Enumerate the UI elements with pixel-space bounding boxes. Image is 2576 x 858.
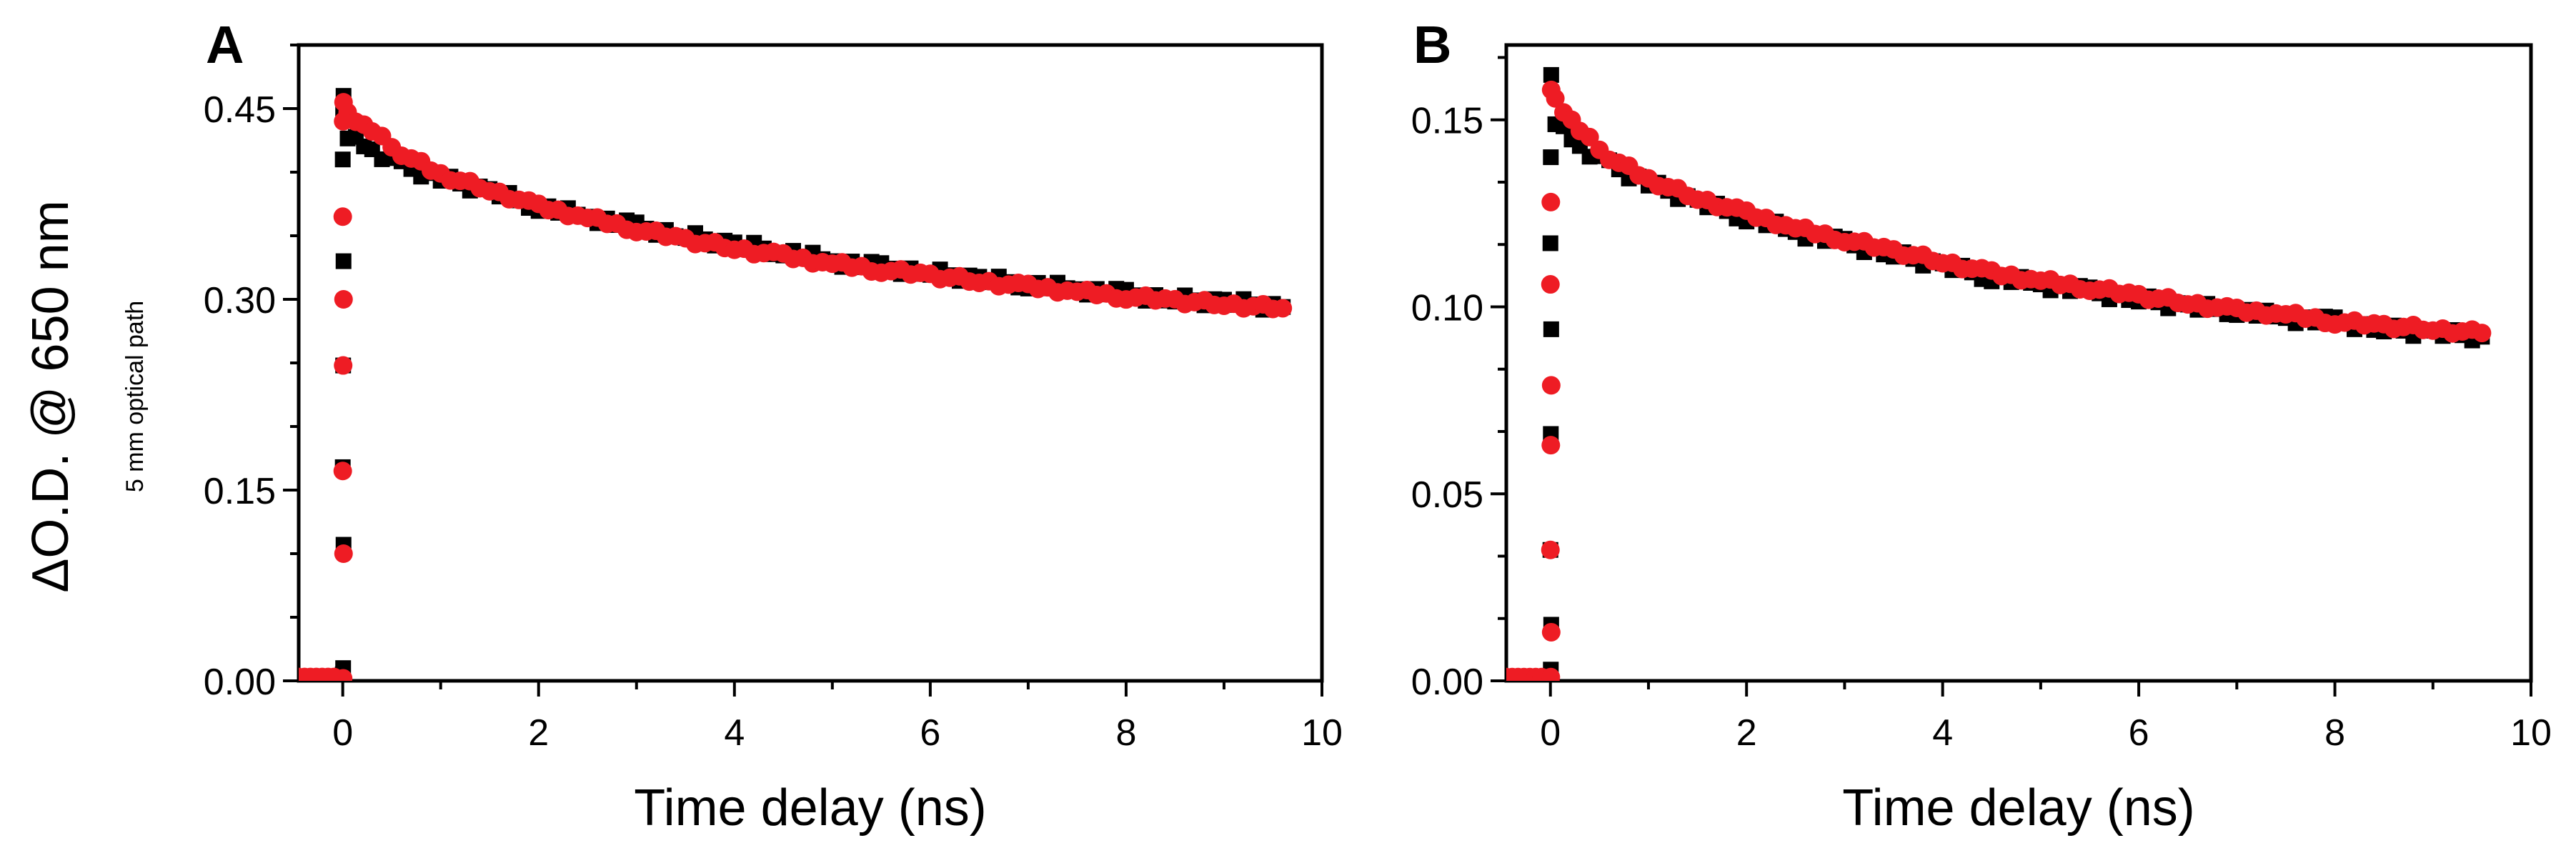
data-point-red [2472, 324, 2492, 343]
panel-b-y-tick-label: 0.05 [1411, 474, 1483, 516]
data-point-red [334, 356, 353, 375]
panel-b-x-tick-label: 2 [1736, 712, 1757, 754]
panel-a-x-tick-label: 4 [724, 712, 745, 754]
data-point-black [1542, 235, 1558, 251]
data-point-red [1541, 622, 1561, 642]
panel-a-data-points [299, 88, 1293, 681]
panel-a-x-tick-label: 2 [528, 712, 549, 754]
data-point-red [1541, 376, 1561, 395]
panel-b-x-tick-label: 8 [2324, 712, 2345, 754]
panel-a: A 0 2 4 6 8 10 0.00 0.15 0.30 0.45 Time … [204, 15, 1343, 837]
panel-label-a: A [206, 15, 244, 74]
panel-a-x-axis-title: Time delay (ns) [634, 779, 986, 837]
data-point-red [333, 462, 352, 481]
data-point-red [1541, 667, 1561, 681]
data-point-red [1541, 192, 1561, 211]
data-point-red [1541, 540, 1560, 559]
y-axis-title-group: ΔO.D. @ 650 nm [22, 200, 79, 592]
panel-a-y-tick-label: 0.00 [204, 662, 276, 703]
panel-b-x-tick-labels: 0 2 4 6 8 10 [1540, 712, 2552, 754]
data-point-red [1273, 299, 1293, 318]
data-point-black [1543, 321, 1559, 337]
data-point-black [1543, 149, 1559, 166]
panel-a-x-tick-label: 6 [920, 712, 940, 754]
data-point-red [1546, 89, 1565, 108]
panel-b-x-axis-title: Time delay (ns) [1842, 779, 2194, 837]
data-point-black [335, 253, 352, 269]
panel-b-x-tick-label: 4 [1932, 712, 1953, 754]
panel-a-y-tick-label: 0.30 [204, 280, 276, 321]
data-point-red [1580, 127, 1599, 146]
panel-b-x-tick-label: 6 [2129, 712, 2149, 754]
panel-b-y-tick-label: 0.10 [1411, 287, 1483, 329]
panel-a-x-tick-labels: 0 2 4 6 8 10 [332, 712, 1343, 754]
panel-a-x-tick-label: 0 [332, 712, 353, 754]
panel-a-y-tick-labels: 0.00 0.15 0.30 0.45 [204, 89, 276, 703]
panel-b-data-points [1506, 66, 2492, 681]
panel-b-x-tick-label: 0 [1540, 712, 1561, 754]
panel-b-y-tick-labels: 0.00 0.05 0.10 0.15 [1411, 101, 1483, 703]
panel-b-y-tick-label: 0.00 [1411, 662, 1483, 703]
panel-b-x-tick-label: 10 [2510, 712, 2552, 754]
y-axis-subtitle: 5 mm optical path [121, 301, 149, 492]
panel-a-y-tick-label: 0.45 [204, 89, 276, 131]
panel-a-x-tick-label: 10 [1301, 712, 1343, 754]
panel-a-x-tick-label: 8 [1115, 712, 1136, 754]
data-point-red [1541, 275, 1560, 294]
y-axis-subtitle-group: 5 mm optical path [121, 301, 149, 492]
panel-b: B 0 2 4 6 8 10 0.00 0.05 0.10 0.15 Time … [1411, 15, 2552, 837]
data-point-black [1543, 66, 1559, 83]
data-point-red [333, 207, 352, 226]
data-point-red [334, 544, 353, 563]
panel-a-plot-frame [297, 43, 1324, 683]
panel-b-plot-frame [1504, 43, 2533, 683]
data-point-black [334, 151, 351, 168]
data-point-red [334, 669, 353, 681]
data-point-red [1541, 436, 1561, 455]
y-axis-title: ΔO.D. @ 650 nm [22, 200, 79, 592]
panel-a-y-tick-label: 0.15 [204, 471, 276, 512]
panel-b-y-tick-label: 0.15 [1411, 101, 1483, 142]
panel-label-b: B [1413, 15, 1451, 74]
data-point-red [334, 290, 353, 309]
